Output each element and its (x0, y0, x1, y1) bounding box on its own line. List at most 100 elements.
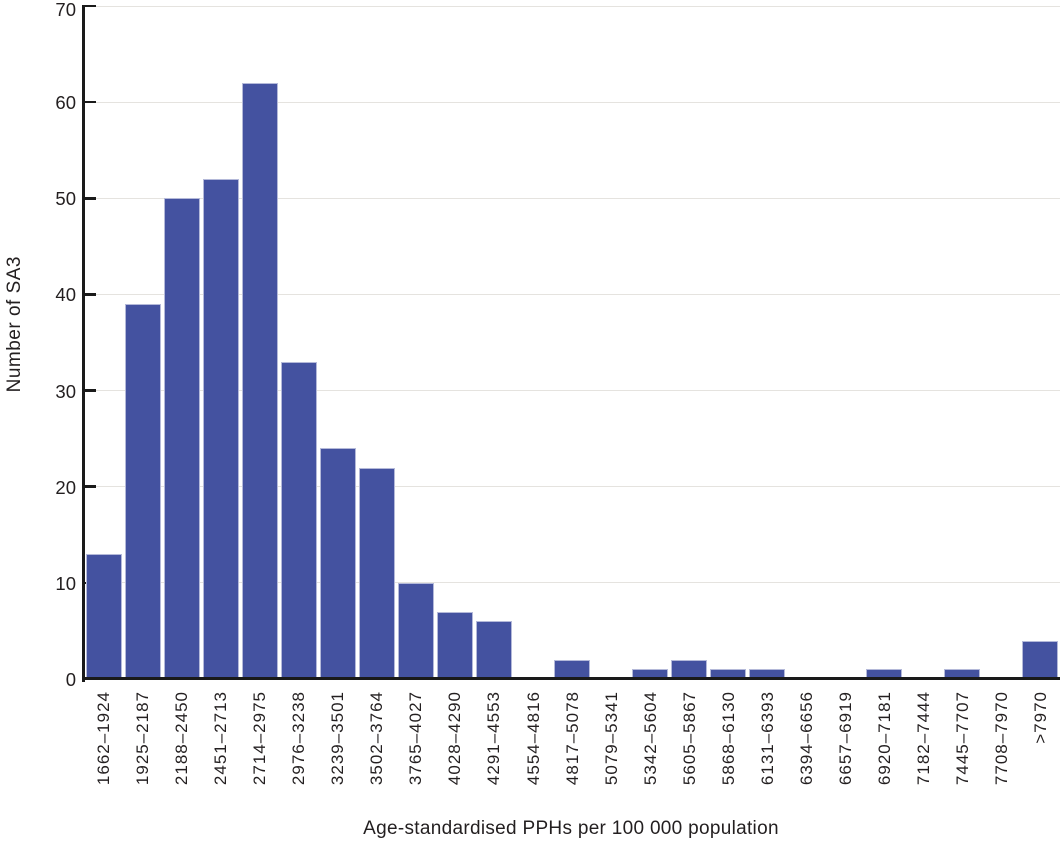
y-axis-title-text: Number of SA3 (4, 255, 25, 393)
x-tick-label: 4817–5078 (562, 691, 582, 786)
x-tick-label-slot: 4028–4290 (435, 691, 474, 813)
bar-slot (436, 6, 475, 679)
bar-slot (397, 6, 436, 679)
x-tick-label: 4554–4816 (523, 691, 543, 786)
x-tick-label-slot: 5079–5341 (592, 691, 631, 813)
y-tick-label-70: 70 (55, 0, 76, 20)
bar-4291–4553 (475, 621, 513, 679)
x-tick-label: 3502–3764 (367, 691, 387, 786)
bar-slot (1021, 6, 1060, 679)
bar-2976–3238 (280, 361, 318, 679)
x-tick-label: 6131–6393 (757, 691, 777, 786)
x-tick-label: 1925–2187 (133, 691, 153, 786)
x-tick-label-slot: 1662–1924 (84, 691, 123, 813)
x-tick-label-slot: 6131–6393 (748, 691, 787, 813)
bar-slot (904, 6, 943, 679)
x-tick-label-slot: 2714–2975 (240, 691, 279, 813)
gridline-y-30 (82, 390, 1060, 392)
bar-slot (826, 6, 865, 679)
bar-slot (748, 6, 787, 679)
bar-slot (709, 6, 748, 679)
x-tick-label: 7708–7970 (992, 691, 1012, 786)
bar-slot (124, 6, 163, 679)
x-tick-label-slot: 7182–7444 (904, 691, 943, 813)
x-tick-label: >7970 (1031, 691, 1051, 744)
y-tick-label-20: 20 (55, 476, 76, 498)
x-tick-label: 1662–1924 (94, 691, 114, 786)
x-tick-label-slot: 3239–3501 (318, 691, 357, 813)
y-tick-40 (82, 293, 96, 296)
y-tick-label-30: 30 (55, 380, 76, 402)
x-tick-label-slot: 7708–7970 (982, 691, 1021, 813)
plot-area (82, 4, 1060, 679)
y-tick-label-60: 60 (55, 91, 76, 113)
bar-3502–3764 (358, 467, 396, 679)
x-tick-label: 7182–7444 (914, 691, 933, 786)
bar-slot (85, 6, 124, 679)
bar-slot (982, 6, 1021, 679)
bar-1662–1924 (85, 554, 123, 679)
x-tick-label-slot: 2976–3238 (279, 691, 318, 813)
y-tick-30 (82, 389, 96, 392)
x-tick-label: 3765–4027 (406, 691, 426, 786)
x-axis-title: Age-standardised PPHs per 100 000 popula… (363, 818, 779, 839)
bar-4028–4290 (436, 611, 474, 679)
y-tick-label-40: 40 (55, 284, 76, 306)
x-tick-label: 2188–2450 (172, 691, 192, 786)
y-tick-60 (82, 100, 96, 104)
bar-slot (670, 6, 709, 679)
x-tick-label: 2714–2975 (250, 691, 270, 786)
x-tick-label: 2976–3238 (289, 691, 309, 786)
x-tick-label-slot: 4291–4553 (474, 691, 513, 813)
x-axis-tick-labels: 1662–1924 1925–2187 2188–2450 2451–2713 2714… (84, 691, 1060, 813)
gridline-y-10 (82, 582, 1060, 584)
x-tick-label: 5342–5604 (640, 691, 660, 786)
bar-slot (553, 6, 592, 679)
x-tick-label: 4291–4553 (484, 691, 504, 786)
x-tick-label-slot: 4817–5078 (553, 691, 592, 813)
x-axis-line (82, 677, 1060, 680)
x-tick-label: 7445–7707 (953, 691, 973, 786)
gridline-y-60 (82, 101, 1060, 103)
x-tick-label-slot: 5868–6130 (709, 691, 748, 813)
x-tick-label: 6394–6656 (796, 691, 816, 786)
x-tick-label-slot: 3765–4027 (396, 691, 435, 813)
bar-slot (202, 6, 241, 679)
bars-container (85, 6, 1060, 679)
bar-slot (163, 6, 202, 679)
y-tick-label-10: 10 (55, 572, 76, 594)
bar-slot (358, 6, 397, 679)
bar-slot (943, 6, 982, 679)
x-tick-label-slot: 7445–7707 (943, 691, 982, 813)
y-axis-line (82, 6, 85, 682)
bar-slot (865, 6, 904, 679)
bar-2714–2975 (241, 82, 279, 679)
bar-slot (475, 6, 514, 679)
bar-2451–2713 (202, 179, 240, 679)
x-tick-label-slot: 2188–2450 (162, 691, 201, 813)
x-tick-label-slot: 6657–6919 (826, 691, 865, 813)
x-tick-label: 4028–4290 (445, 691, 465, 786)
bar-1925–2187 (124, 304, 162, 679)
x-tick-label-slot: 6394–6656 (787, 691, 826, 813)
y-tick-label-0: 0 (65, 668, 76, 690)
x-tick-label: 5605–5867 (679, 691, 699, 786)
x-tick-label-slot: >7970 (1021, 691, 1060, 813)
bar->7970 (1021, 640, 1059, 679)
y-tick-label-50: 50 (55, 188, 76, 210)
x-tick-label: 5868–6130 (718, 691, 738, 786)
bar-slot (514, 6, 553, 679)
x-tick-label-slot: 6920–7181 (865, 691, 904, 813)
bar-slot (631, 6, 670, 679)
bar-2188–2450 (163, 198, 201, 679)
x-tick-label-slot: 2451–2713 (201, 691, 240, 813)
y-tick-50 (82, 197, 96, 200)
x-tick-label: 5079–5341 (601, 691, 621, 786)
x-tick-label: 3239–3501 (328, 691, 348, 786)
x-tick-label-slot: 4554–4816 (514, 691, 553, 813)
x-tick-label-slot: 5342–5604 (631, 691, 670, 813)
x-tick-label-slot: 1925–2187 (123, 691, 162, 813)
bar-slot (280, 6, 319, 679)
bar-slot (787, 6, 826, 679)
bar-slot (241, 6, 280, 679)
